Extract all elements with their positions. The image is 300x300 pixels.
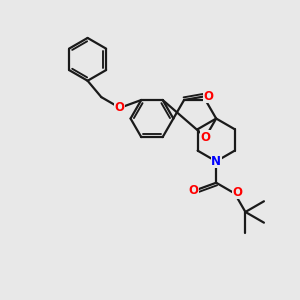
Text: N: N	[211, 155, 221, 168]
Text: O: O	[188, 184, 198, 196]
Text: O: O	[233, 186, 243, 199]
Text: O: O	[200, 130, 211, 144]
Text: O: O	[115, 101, 125, 114]
Text: O: O	[204, 90, 214, 103]
